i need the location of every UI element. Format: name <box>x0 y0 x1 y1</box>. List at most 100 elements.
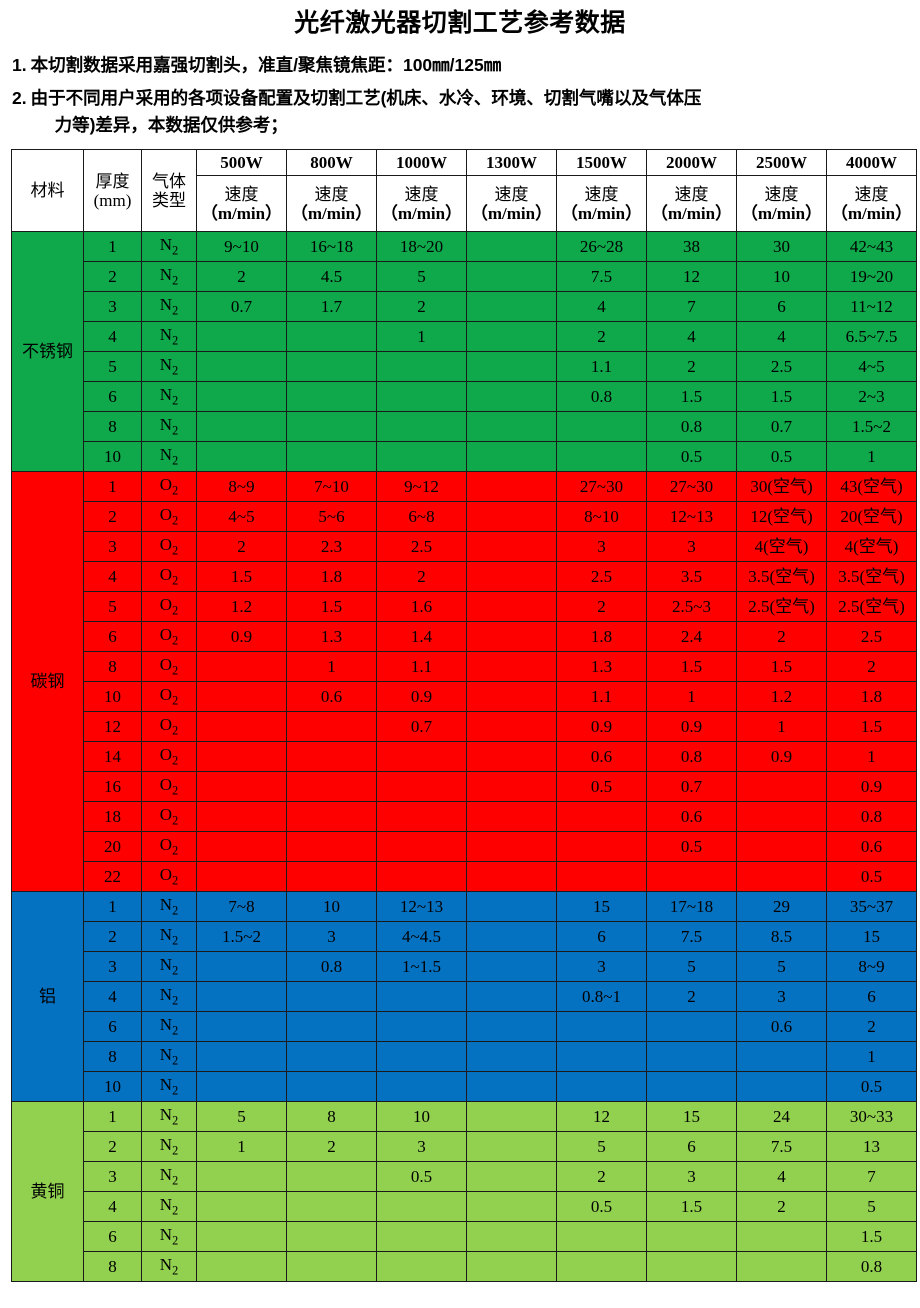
speed-cell-2500w: 4 <box>736 321 827 353</box>
speed-cell-1500w: 15 <box>556 891 647 923</box>
speed-cell-4000w: 19~20 <box>826 261 917 293</box>
speed-cell-1500w: 26~28 <box>556 231 647 263</box>
material-cell-1: 碳钢 <box>11 471 84 893</box>
speed-cell-1500w: 3 <box>556 951 647 983</box>
gas-type-cell: O2 <box>141 561 197 593</box>
speed-cell-1300w <box>466 861 557 893</box>
speed-cell-1000w <box>376 1221 467 1253</box>
speed-cell-4000w: 2 <box>826 1011 917 1043</box>
speed-cell-500w <box>196 351 287 383</box>
speed-cell-1300w <box>466 771 557 803</box>
speed-cell-2500w: 0.7 <box>736 411 827 443</box>
table-header: 材料 厚度 (mm) 气体 类型 500W 800W 1000W 1300W 1… <box>11 149 917 233</box>
speed-cell-500w: 1 <box>196 1131 287 1163</box>
header-power-2500w: 2500W <box>736 149 827 177</box>
speed-cell-800w: 0.8 <box>286 951 377 983</box>
speed-cell-2500w: 0.6 <box>736 1011 827 1043</box>
speed-cell-1500w: 1.1 <box>556 351 647 383</box>
table-row: 20 O2 0.5 0.6 <box>12 831 917 863</box>
speed-cell-2000w: 5 <box>646 951 737 983</box>
speed-cell-2000w: 0.8 <box>646 741 737 773</box>
thickness-cell: 3 <box>83 951 142 983</box>
speed-cell-1000w <box>376 861 467 893</box>
speed-cell-1300w <box>466 1191 557 1223</box>
thickness-cell: 20 <box>83 831 142 863</box>
speed-cell-1500w: 2.5 <box>556 561 647 593</box>
speed-cell-2000w: 1 <box>646 681 737 713</box>
speed-cell-2500w <box>736 1221 827 1253</box>
table-row: 不锈钢 1 N2 9~10 16~18 18~20 26~28 38 30 42~43 <box>11 231 917 473</box>
speed-cell-1500w: 0.5 <box>556 771 647 803</box>
table-row: 4 O2 1.5 1.8 2 2.5 3.5 3.5(空气) 3.5(空气) <box>12 561 917 593</box>
speed-cell-4000w: 4~5 <box>826 351 917 383</box>
speed-cell-2000w: 3 <box>646 531 737 563</box>
speed-label: 速度 <box>494 184 529 204</box>
speed-cell-4000w: 0.6 <box>826 831 917 863</box>
speed-cell-2000w: 12 <box>646 261 737 293</box>
speed-cell-500w <box>196 1161 287 1193</box>
gas-type-cell: O2 <box>141 501 197 533</box>
table-row: 碳钢 1 O2 8~9 7~10 9~12 27~30 27~30 30(空气) 43(空气) <box>11 471 917 893</box>
speed-unit: （m/min） <box>380 203 463 223</box>
speed-cell-800w <box>286 801 377 833</box>
speed-cell-2000w: 27~30 <box>646 471 737 503</box>
speed-cell-2000w: 0.7 <box>646 771 737 803</box>
speed-cell-2000w: 0.5 <box>646 441 737 473</box>
speed-cell-4000w: 2~3 <box>826 381 917 413</box>
speed-cell-800w <box>286 1011 377 1043</box>
speed-cell-800w <box>286 1221 377 1253</box>
speed-cell-500w <box>196 1041 287 1073</box>
table-row: 8 N2 1 <box>12 1041 917 1073</box>
speed-cell-800w <box>286 321 377 353</box>
speed-cell-800w <box>286 1041 377 1073</box>
speed-cell-2500w: 10 <box>736 261 827 293</box>
table-row: 10 O2 0.6 0.9 1.1 1 1.2 1.8 <box>12 681 917 713</box>
table-row: 10 N2 0.5 <box>12 1071 917 1103</box>
table-row: 8 N2 0.8 0.7 1.5~2 <box>12 411 917 443</box>
speed-cell-1500w <box>556 801 647 833</box>
note-item: 2. 由于不同用户采用的各项设备配置及切割工艺(机床、水冷、环境、切割气嘴以及气… <box>12 85 908 139</box>
speed-cell-2000w: 38 <box>646 231 737 263</box>
speed-cell-500w <box>196 1011 287 1043</box>
gas-type-cell: N2 <box>141 1041 197 1073</box>
speed-cell-2000w <box>646 1251 737 1283</box>
speed-cell-2500w: 3 <box>736 981 827 1013</box>
note-item: 1. 本切割数据采用嘉强切割头，准直/聚焦镜焦距：100㎜/125㎜ <box>12 52 908 79</box>
speed-cell-1000w: 2.5 <box>376 531 467 563</box>
thickness-cell: 10 <box>83 1071 142 1103</box>
speed-cell-2500w <box>736 1071 827 1103</box>
gas-type-cell: N2 <box>141 1161 197 1193</box>
header-speed-1300w: 速度 （m/min） <box>466 175 557 233</box>
speed-cell-4000w: 3.5(空气) <box>826 561 917 593</box>
speed-cell-2500w <box>736 1041 827 1073</box>
speed-cell-1300w <box>466 471 557 503</box>
speed-cell-1300w <box>466 1251 557 1283</box>
speed-cell-800w <box>286 771 377 803</box>
speed-cell-1300w <box>466 741 557 773</box>
header-thickness-line1: 厚度 <box>95 171 130 191</box>
speed-cell-1500w <box>556 1011 647 1043</box>
thickness-cell: 6 <box>83 381 142 413</box>
header-gas-type: 气体 类型 <box>141 149 197 233</box>
speed-cell-1000w <box>376 801 467 833</box>
speed-cell-2500w: 30 <box>736 231 827 263</box>
speed-unit: （m/min） <box>740 203 823 223</box>
speed-cell-800w: 1.3 <box>286 621 377 653</box>
thickness-cell: 10 <box>83 681 142 713</box>
speed-cell-1300w <box>466 981 557 1013</box>
header-thickness-line2: (mm) <box>93 190 132 210</box>
speed-cell-1000w <box>376 351 467 383</box>
speed-cell-4000w: 2.5 <box>826 621 917 653</box>
header-thickness: 厚度 (mm) <box>83 149 142 233</box>
speed-cell-4000w: 6 <box>826 981 917 1013</box>
speed-cell-4000w: 1 <box>826 441 917 473</box>
speed-cell-500w <box>196 681 287 713</box>
speed-cell-800w: 1 <box>286 651 377 683</box>
speed-cell-1300w <box>466 591 557 623</box>
gas-type-cell: O2 <box>141 771 197 803</box>
speed-cell-1000w <box>376 1251 467 1283</box>
header-speed-2500w: 速度 （m/min） <box>736 175 827 233</box>
speed-cell-800w <box>286 381 377 413</box>
speed-cell-800w <box>286 981 377 1013</box>
speed-cell-1300w <box>466 681 557 713</box>
